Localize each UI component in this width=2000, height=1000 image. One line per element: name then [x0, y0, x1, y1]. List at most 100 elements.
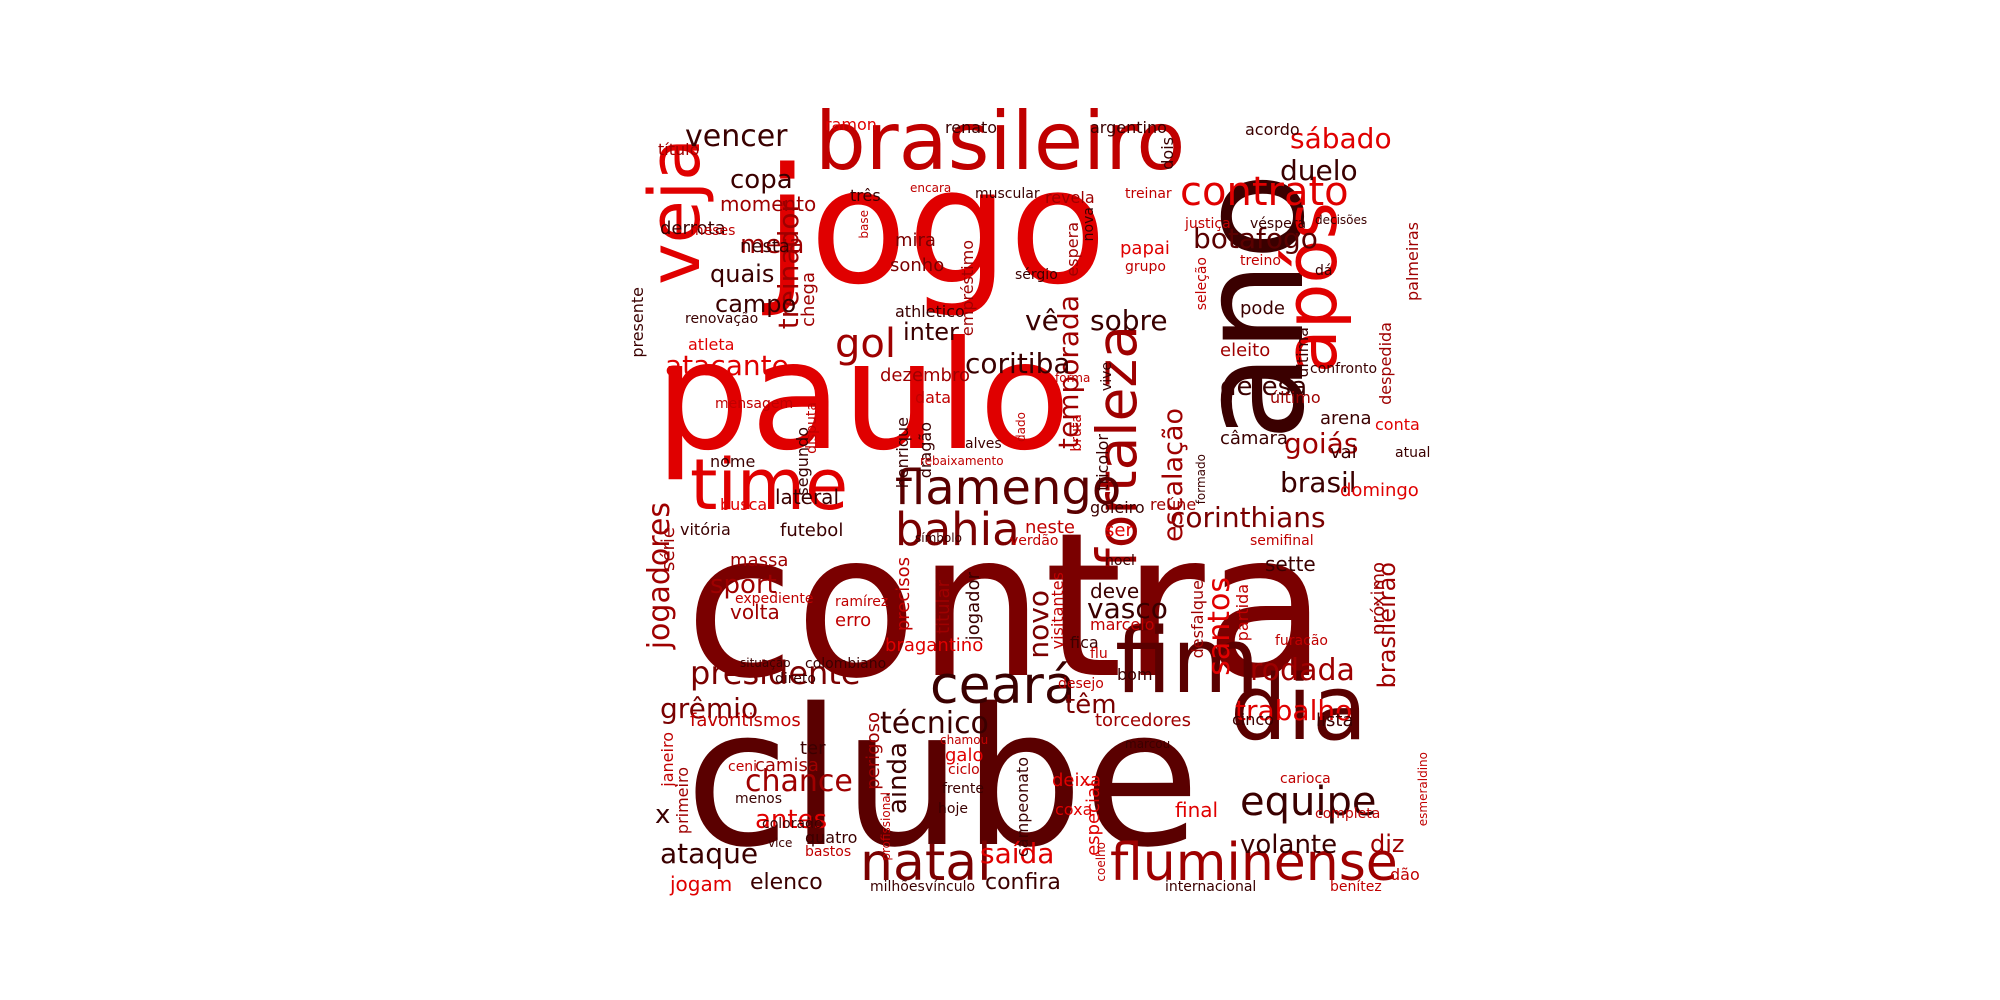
word-goias: goiás	[1284, 427, 1359, 460]
word-eleito: eleito	[1220, 340, 1271, 361]
word-trabalho: trabalho	[1235, 694, 1353, 727]
word-vive: vive	[1099, 362, 1115, 392]
word-paulo: paulo	[655, 310, 1071, 484]
word-dois: dois	[1158, 137, 1177, 170]
word-ceni: ceni	[728, 759, 758, 775]
word-bom: bom	[1117, 665, 1153, 684]
word-athletico: athletico	[895, 302, 965, 321]
word-henrique: henrique	[893, 417, 912, 489]
word-x: x	[655, 800, 671, 830]
word-justica: justiça	[1185, 216, 1231, 232]
word-gremio: grêmio	[660, 692, 759, 725]
word-erro: erro	[835, 610, 872, 631]
word-semifinal: semifinal	[1250, 533, 1314, 549]
word-menos: menos	[735, 791, 782, 807]
word-arena: arena	[1320, 408, 1372, 429]
word-vencer: vencer	[685, 119, 788, 154]
word-neste: neste	[1025, 517, 1075, 538]
word-chamou: chamou	[940, 733, 989, 747]
word-time: time	[690, 444, 849, 526]
word-tecnico: técnico	[880, 706, 989, 741]
word-muscular: muscular	[975, 186, 1040, 202]
word-veja: veja	[634, 138, 716, 285]
word-carioca: carioca	[1280, 771, 1331, 787]
word-esmeraldino: esmeraldino	[1416, 752, 1430, 827]
word-espera: espera	[1063, 222, 1082, 277]
word-situacao: situação	[740, 656, 791, 670]
word-goleiro: goleiro	[1090, 498, 1145, 517]
word-desejo: desejo	[1058, 676, 1104, 692]
word-volante: volante	[1240, 830, 1338, 860]
word-bahia: bahia	[895, 503, 1020, 556]
word-jogam: jogam	[670, 872, 733, 896]
word-vice: vice	[768, 836, 793, 850]
word-natal: natal	[860, 833, 992, 893]
word-tem: têm	[1065, 690, 1117, 720]
word-diz: diz	[1370, 830, 1405, 858]
word-torcedores: torcedores	[1095, 710, 1191, 731]
word-alves: alves	[965, 436, 1002, 452]
word-expediente: expediente	[735, 591, 814, 607]
word-direto: direto	[775, 671, 816, 687]
word-massa: massa	[730, 550, 789, 571]
word-renovacao: renovação	[685, 311, 759, 327]
word-marcelo: marcelo	[1090, 615, 1155, 634]
word-coelho: coelho	[1094, 842, 1108, 882]
word-argentino: argentino	[1090, 118, 1167, 137]
word-corinthians: corinthians	[1170, 501, 1326, 534]
word-derrota: derrota	[660, 218, 726, 239]
word-vai: vai	[1330, 442, 1357, 463]
word-encara: encara	[910, 181, 952, 195]
word-segundo: segundo	[793, 427, 812, 496]
word-camara: câmara	[1220, 428, 1288, 449]
word-contra: contra	[685, 490, 1328, 723]
word-sonho: sonho	[890, 255, 945, 276]
word-titulo: título	[658, 140, 700, 159]
word-rebaixamento: rebaixamento	[920, 454, 1004, 468]
word-decisoes: decisões	[1315, 213, 1368, 227]
word-serie: série	[658, 527, 679, 571]
word-reune: reúne	[1150, 495, 1197, 514]
word-marcou: marcou	[1125, 737, 1171, 751]
word-colorado: colorado	[762, 816, 823, 832]
word-atual: atual	[1395, 445, 1431, 461]
word-dado: dado	[1014, 412, 1028, 442]
word-ve: vê	[1025, 304, 1059, 337]
word-ser: ser	[1105, 520, 1133, 541]
word-proximo: próximo	[1368, 562, 1389, 636]
word-jogo: jogo	[765, 133, 1107, 320]
word-dia: dia	[1230, 656, 1368, 761]
word-ceara: ceará	[930, 656, 1076, 716]
word-brasileiro: brasileiro	[815, 95, 1186, 188]
word-dao: dão	[1390, 865, 1420, 884]
word-inter: inter	[903, 318, 959, 346]
word-copa: copa	[730, 165, 793, 195]
word-revela: revela	[1045, 188, 1095, 207]
word-furacao: furacão	[1275, 633, 1328, 649]
word-antes: antes	[755, 805, 828, 835]
word-cinco: cinco	[1232, 710, 1274, 729]
word-final: final	[1175, 798, 1219, 822]
word-campeonato: campeonato	[1013, 757, 1032, 857]
word-flu: flu	[1090, 646, 1108, 662]
word-titular: titular	[933, 580, 954, 634]
word-base: base	[857, 210, 871, 239]
word-data: data	[915, 388, 952, 407]
word-vitoria: vitória	[680, 520, 731, 539]
word-tricolor: tricolor	[1093, 434, 1112, 491]
word-gol: gol	[835, 321, 896, 367]
word-primeiro: primeiro	[673, 767, 692, 835]
word-ramirez: ramírez	[835, 594, 889, 610]
word-noel: noel	[1105, 553, 1135, 569]
word-mensagem: mensagem	[715, 396, 794, 412]
word-palmeiras: palmeiras	[1403, 222, 1422, 301]
word-domingo: domingo	[1340, 480, 1419, 501]
word-contrato: contrato	[1180, 169, 1349, 215]
word-selecao: seleção	[1194, 257, 1210, 311]
word-momento: momento	[720, 192, 817, 216]
word-visitantes: visitantes	[1048, 572, 1067, 650]
word-sergio: sérgio	[1015, 267, 1058, 283]
word-conta: conta	[1375, 415, 1420, 434]
word-bragantino: bragantino	[885, 635, 984, 656]
word-deve: deve	[1090, 579, 1140, 603]
